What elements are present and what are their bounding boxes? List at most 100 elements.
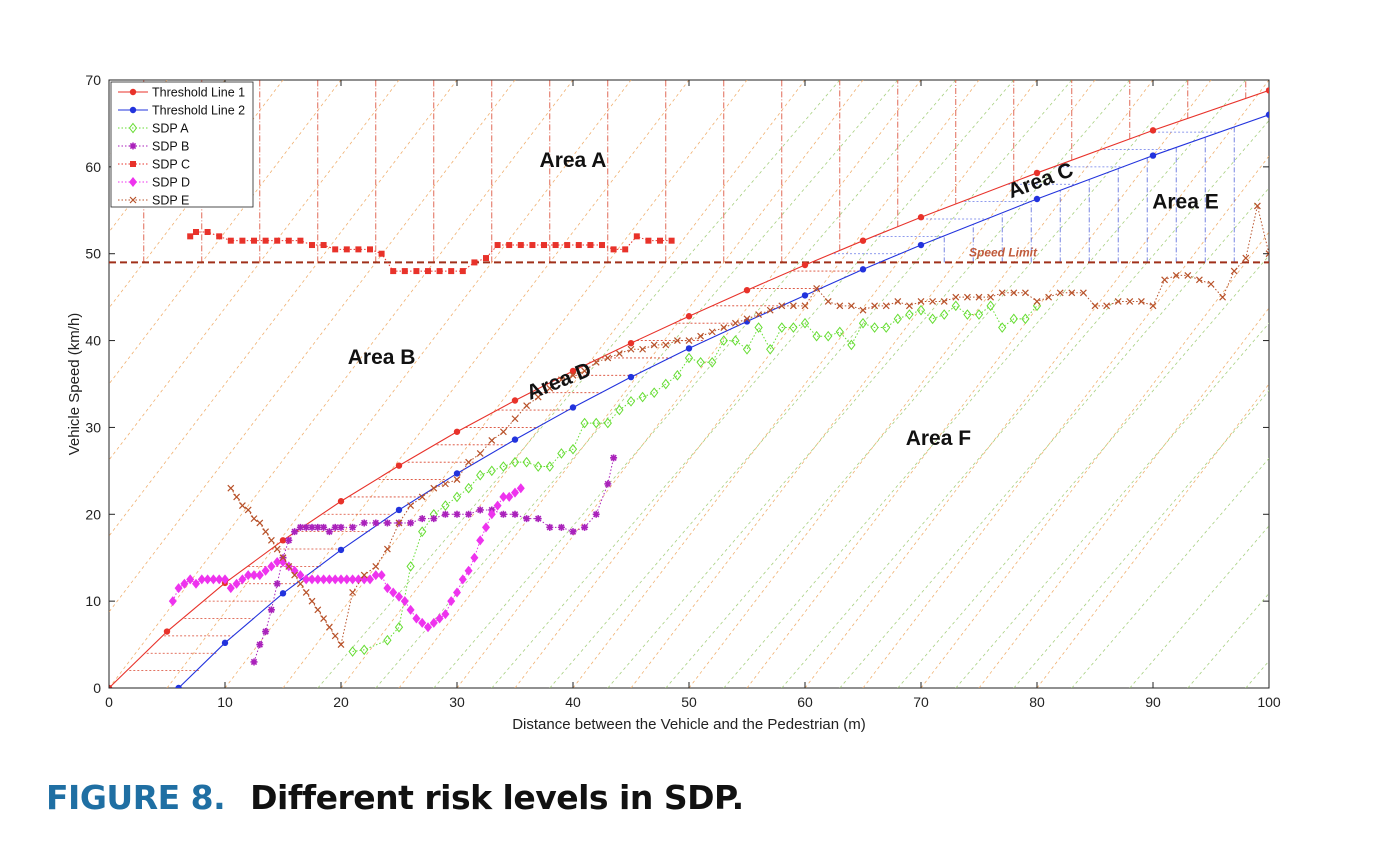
data-point — [847, 302, 855, 310]
data-point — [406, 561, 415, 572]
data-point — [650, 341, 658, 349]
data-point — [337, 498, 345, 505]
area-label: Area E — [1152, 191, 1219, 214]
data-point — [274, 237, 281, 244]
data-point — [174, 583, 183, 594]
data-point — [441, 480, 449, 488]
data-point — [244, 506, 252, 514]
data-point — [250, 570, 258, 581]
data-point — [452, 491, 462, 503]
band-f-hatch — [1013, 390, 1269, 688]
band-b-hatch — [0, 80, 51, 688]
area-label: Area F — [906, 427, 972, 450]
band-f-hatch — [665, 80, 1189, 688]
data-point — [418, 617, 427, 628]
data-point — [581, 367, 589, 375]
data-point — [453, 428, 461, 435]
band-b-hatch — [630, 80, 1096, 688]
x-tick-label: 40 — [565, 694, 581, 710]
data-point — [279, 554, 287, 562]
data-point — [743, 286, 751, 294]
data-point — [493, 500, 502, 511]
data-point — [545, 461, 554, 472]
data-point — [708, 356, 717, 368]
legend-label: SDP B — [152, 140, 189, 154]
band-b-hatch — [109, 80, 458, 537]
data-point — [580, 417, 589, 429]
data-point — [1021, 313, 1030, 325]
data-point — [1230, 267, 1238, 275]
legend-label: SDP D — [152, 176, 190, 190]
data-point — [186, 574, 195, 585]
data-point — [204, 229, 211, 235]
axes: 0 10 20 30 40 50 60 70 80 90 100 0 10 20 30 40 50 60 70 — [85, 72, 1280, 710]
data-point — [407, 502, 415, 510]
y-tick-label: 40 — [85, 333, 101, 349]
data-point — [476, 450, 484, 457]
band-b-hatch — [862, 155, 1269, 688]
data-point — [1207, 280, 1215, 288]
data-point — [453, 510, 461, 518]
band-f-hatch — [955, 322, 1269, 688]
data-point — [464, 482, 473, 494]
data-point — [296, 523, 304, 531]
data-point — [940, 309, 949, 320]
data-point — [870, 322, 879, 333]
data-point — [645, 237, 652, 244]
band-b-hatch — [514, 80, 980, 688]
legend-label: SDP E — [152, 194, 189, 208]
data-point — [1265, 250, 1269, 258]
data-point — [685, 313, 693, 320]
data-point — [251, 237, 257, 244]
band-b-hatch — [688, 80, 1154, 688]
data-point — [413, 268, 420, 275]
data-point — [871, 302, 879, 310]
data-point — [337, 523, 345, 531]
data-point — [250, 515, 258, 523]
data-point — [256, 519, 264, 527]
data-point — [348, 646, 357, 657]
data-point — [789, 322, 798, 333]
data-point — [569, 371, 577, 379]
data-point — [308, 597, 316, 605]
band-f-hatch — [1129, 525, 1269, 688]
data-point — [523, 402, 531, 410]
data-point — [633, 233, 640, 240]
legend-label: SDP A — [152, 122, 189, 136]
data-point — [604, 354, 612, 362]
data-point — [470, 552, 479, 563]
data-point — [308, 574, 316, 585]
data-point — [273, 545, 281, 553]
speed-limit: Speed Limit — [109, 245, 1269, 264]
data-point — [313, 574, 322, 585]
data-point — [325, 528, 333, 536]
data-point — [917, 298, 925, 305]
data-point — [262, 628, 270, 636]
data-point — [893, 313, 902, 325]
data-point — [731, 319, 739, 327]
band-b-hatch — [224, 80, 690, 688]
data-point — [546, 523, 554, 531]
data-point — [505, 491, 514, 502]
data-point — [320, 615, 328, 622]
data-point — [331, 632, 339, 640]
data-point — [813, 285, 821, 292]
data-point — [367, 246, 373, 253]
data-point — [494, 242, 501, 249]
data-point — [418, 526, 427, 537]
data-point — [1149, 302, 1157, 310]
data-point — [1009, 313, 1018, 325]
data-point — [824, 330, 833, 342]
data-point — [308, 523, 316, 531]
data-point — [487, 509, 496, 520]
band-b-hatch — [109, 80, 516, 613]
band-f-hatch — [1362, 80, 1400, 688]
data-point — [325, 574, 334, 585]
legend-marker — [129, 196, 137, 204]
data-point — [1161, 276, 1169, 284]
data-point — [754, 322, 763, 333]
data-point — [1021, 289, 1029, 297]
data-point — [354, 574, 363, 585]
data-point — [708, 328, 716, 336]
figure-title: Different risk levels in SDP. — [250, 778, 744, 817]
